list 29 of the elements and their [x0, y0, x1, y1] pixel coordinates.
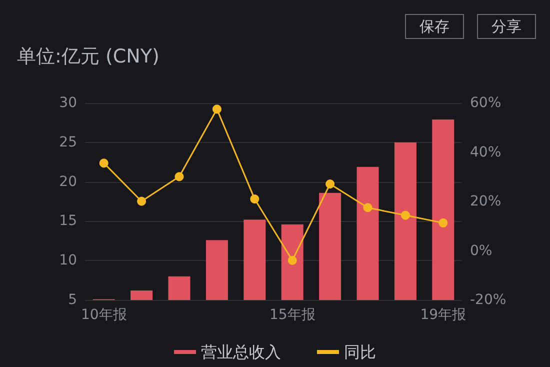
point: [326, 180, 335, 189]
y-tick-label: 10: [59, 252, 77, 269]
legend-label: 营业总收入: [201, 342, 281, 362]
text: 分享: [492, 18, 522, 36]
point: [137, 196, 146, 206]
point: [288, 256, 297, 265]
y2-tick-label: 0%: [470, 242, 492, 259]
x-tick-label: 10年报: [80, 307, 127, 323]
point: [212, 104, 222, 114]
y-tick-label: 30: [59, 95, 77, 111]
y-tick-label: 5: [68, 292, 77, 308]
chart-title: 单位:亿元 (CNY): [17, 46, 160, 68]
point: [250, 194, 260, 204]
y-tick-label: 20: [59, 174, 77, 190]
y2-tick-label: 40%: [470, 144, 502, 160]
x-tick-label: 15年报: [269, 307, 316, 323]
y-tick-label: 25: [59, 134, 77, 150]
text: 保存: [420, 18, 450, 36]
y2-tick-label: 20%: [470, 194, 502, 210]
point: [400, 210, 410, 220]
y2-tick-label: 60%: [470, 95, 502, 111]
point: [363, 203, 372, 212]
y2-tick-label: -20%: [470, 292, 506, 308]
x-tick-label: 19年报: [420, 307, 466, 323]
legend-label: 同比: [344, 342, 376, 362]
y-tick-label: 15: [59, 213, 77, 230]
point: [438, 218, 448, 228]
point: [174, 172, 184, 182]
point: [99, 158, 108, 168]
